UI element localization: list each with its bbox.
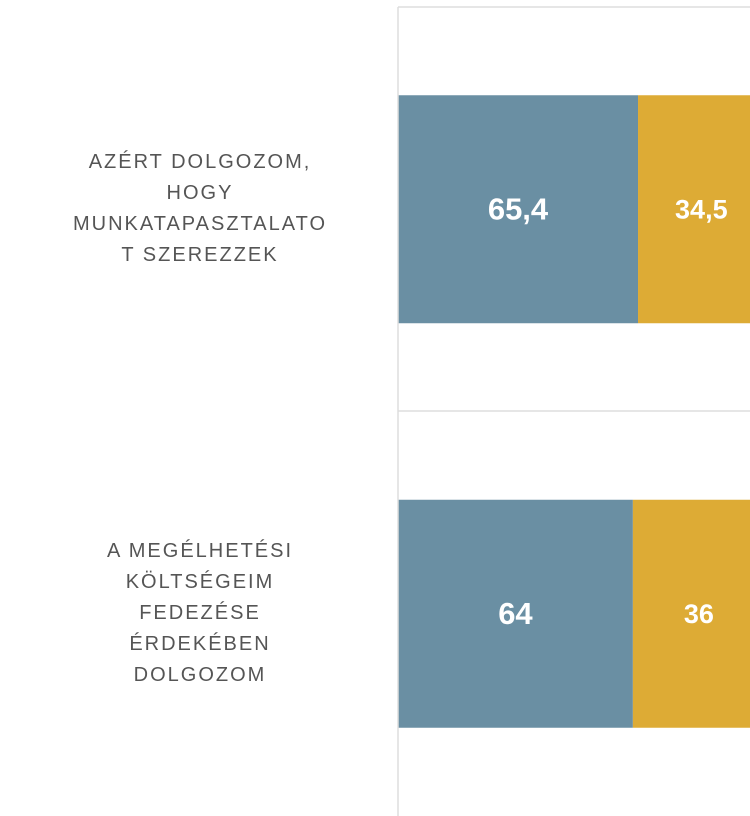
value-label: 36 (684, 599, 714, 629)
bar-segment (398, 95, 639, 324)
value-label: 34,5 (675, 194, 728, 224)
bar-segment (638, 95, 750, 324)
bar-segment (398, 499, 633, 728)
value-label: 65,4 (488, 191, 549, 226)
bar-segment (632, 499, 750, 728)
category-label: A MEGÉLHETÉSI KÖLTSÉGEIM FEDEZÉSE ÉRDEKÉBEN… (107, 539, 293, 686)
value-label: 64 (498, 596, 533, 631)
category-label: AZÉRT DOLGOZOM, HOGY MUNKATAPASZTALATO T SZ… (73, 150, 327, 266)
